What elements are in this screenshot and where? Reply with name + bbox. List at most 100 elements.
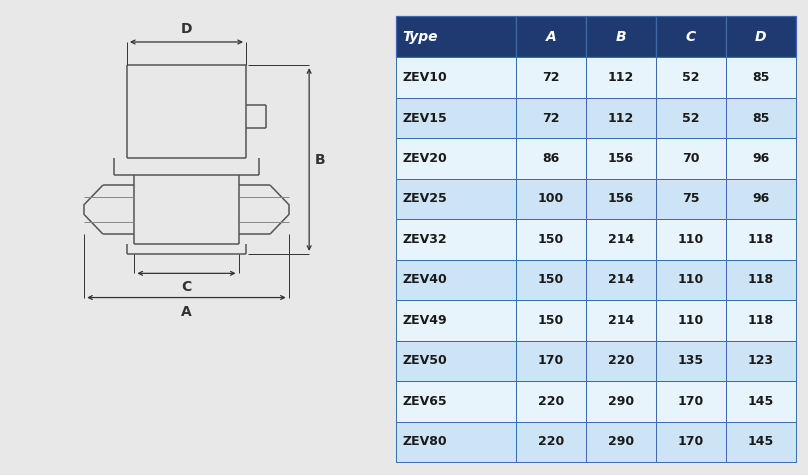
Bar (726, 98, 796, 138)
Bar (656, 381, 726, 421)
Bar (656, 179, 726, 219)
Text: 118: 118 (747, 274, 774, 286)
Text: A: A (545, 30, 557, 44)
Bar (586, 381, 656, 421)
Text: ZEV10: ZEV10 (402, 71, 447, 84)
Bar (586, 16, 656, 57)
Text: ZEV65: ZEV65 (402, 395, 447, 408)
Text: D: D (755, 30, 767, 44)
Text: ZEV25: ZEV25 (402, 192, 447, 206)
Bar (656, 57, 726, 98)
Bar (656, 138, 726, 179)
Bar (396, 381, 516, 421)
Text: ZEV15: ZEV15 (402, 112, 447, 124)
Bar (726, 381, 796, 421)
Bar (516, 138, 586, 179)
Bar (656, 421, 726, 462)
Bar (586, 98, 656, 138)
Bar (726, 219, 796, 260)
Text: 290: 290 (608, 435, 634, 448)
Bar (586, 179, 656, 219)
Bar (516, 300, 586, 341)
Bar (516, 219, 586, 260)
Text: 70: 70 (682, 152, 700, 165)
Text: B: B (616, 30, 626, 44)
Text: 100: 100 (538, 192, 564, 206)
Bar (586, 341, 656, 381)
Text: 72: 72 (542, 71, 560, 84)
Bar (396, 421, 516, 462)
Bar (396, 341, 516, 381)
Text: 72: 72 (542, 112, 560, 124)
Bar (396, 16, 516, 57)
Text: 110: 110 (678, 233, 704, 246)
Text: 170: 170 (678, 395, 704, 408)
Bar (726, 57, 796, 98)
Text: 96: 96 (752, 152, 769, 165)
Bar (396, 138, 516, 179)
Text: 170: 170 (538, 354, 564, 367)
Bar (516, 179, 586, 219)
Text: 112: 112 (608, 112, 634, 124)
Bar (396, 98, 516, 138)
Text: ZEV40: ZEV40 (402, 274, 447, 286)
Text: 85: 85 (752, 71, 769, 84)
Text: 118: 118 (747, 314, 774, 327)
Bar (726, 341, 796, 381)
Bar (396, 300, 516, 341)
Text: 214: 214 (608, 314, 634, 327)
Text: 290: 290 (608, 395, 634, 408)
Text: 156: 156 (608, 152, 634, 165)
Text: ZEV49: ZEV49 (402, 314, 447, 327)
Bar (396, 57, 516, 98)
Bar (586, 219, 656, 260)
Text: 110: 110 (678, 274, 704, 286)
Bar (656, 300, 726, 341)
Text: 75: 75 (682, 192, 700, 206)
Text: 123: 123 (747, 354, 774, 367)
Bar (586, 138, 656, 179)
Text: D: D (181, 22, 192, 37)
Text: 145: 145 (747, 435, 774, 448)
Bar (516, 16, 586, 57)
Bar (656, 341, 726, 381)
Bar (516, 260, 586, 300)
Bar (396, 179, 516, 219)
Bar (586, 57, 656, 98)
Text: 170: 170 (678, 435, 704, 448)
Bar (656, 16, 726, 57)
Text: 85: 85 (752, 112, 769, 124)
Text: 214: 214 (608, 274, 634, 286)
Text: 150: 150 (538, 314, 564, 327)
Text: 112: 112 (608, 71, 634, 84)
Text: 220: 220 (538, 435, 564, 448)
Text: 220: 220 (608, 354, 634, 367)
Bar (516, 381, 586, 421)
Text: ZEV20: ZEV20 (402, 152, 447, 165)
Text: 214: 214 (608, 233, 634, 246)
Bar (726, 260, 796, 300)
Bar (396, 219, 516, 260)
Bar (656, 219, 726, 260)
Bar (586, 421, 656, 462)
Text: 135: 135 (678, 354, 704, 367)
Bar (726, 421, 796, 462)
Bar (516, 98, 586, 138)
Text: C: C (686, 30, 696, 44)
Bar (516, 341, 586, 381)
Text: ZEV50: ZEV50 (402, 354, 447, 367)
Bar (726, 138, 796, 179)
Text: 156: 156 (608, 192, 634, 206)
Text: B: B (315, 152, 326, 167)
Text: C: C (181, 280, 191, 294)
Bar (656, 260, 726, 300)
Text: 96: 96 (752, 192, 769, 206)
Text: 220: 220 (538, 395, 564, 408)
Bar (586, 300, 656, 341)
Text: 150: 150 (538, 274, 564, 286)
Text: 52: 52 (682, 71, 700, 84)
Bar (516, 57, 586, 98)
Bar (516, 421, 586, 462)
Bar (656, 98, 726, 138)
Text: 118: 118 (747, 233, 774, 246)
